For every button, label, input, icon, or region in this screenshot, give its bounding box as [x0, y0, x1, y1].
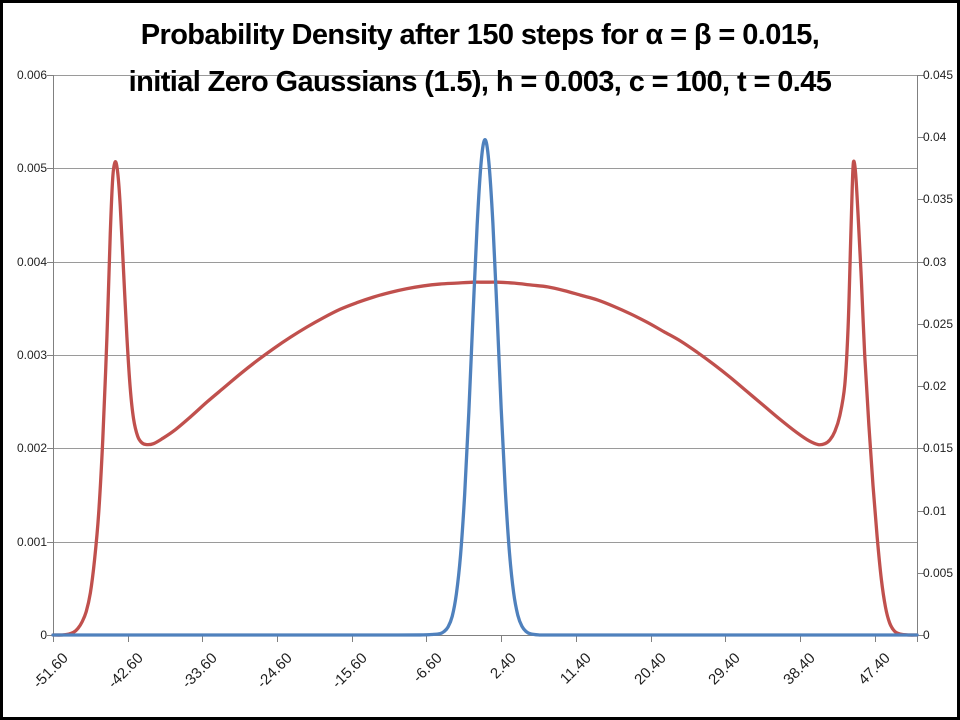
y-right-tick-label: 0.01 [923, 503, 947, 518]
series-curves [51, 138, 919, 637]
x-axis-tick [127, 635, 129, 642]
x-axis-line [53, 635, 917, 636]
x-axis-tick-label: -33.60 [179, 649, 222, 692]
x-axis-tick-label: 38.40 [780, 649, 819, 689]
y-left-tick-label: 0.006 [16, 68, 47, 82]
y-right-tick-label: 0.005 [923, 565, 954, 580]
chart-title-line1: Probability Density after 150 steps for … [140, 19, 820, 51]
y-right-tick-label: 0.045 [923, 68, 954, 82]
x-axis-tick [277, 635, 279, 642]
y-right-tick [917, 572, 924, 574]
gridline [53, 541, 917, 543]
gridline [53, 448, 917, 450]
gridline [53, 355, 917, 356]
x-axis-tick [799, 635, 801, 642]
x-axis-tick-label: -6.60 [409, 649, 446, 686]
x-axis-tick [874, 635, 876, 642]
x-axis-tick-label: -42.60 [104, 649, 147, 692]
gridline [53, 75, 917, 76]
y-left-tick [47, 448, 53, 450]
y-left-tick [47, 541, 53, 543]
y-right-tick [917, 261, 924, 263]
x-axis-tick [501, 635, 503, 642]
y-left-tick-label: 0.005 [16, 161, 47, 176]
y-right-tick [917, 137, 924, 139]
y-right-tick-label: 0 [923, 628, 930, 642]
y-left-tick [47, 168, 53, 170]
gridline [53, 261, 917, 263]
x-axis-tick-label: -24.60 [253, 649, 296, 692]
series-bimodal-density-red [51, 159, 919, 637]
y-left-tick [47, 635, 53, 636]
y-left-tick [47, 355, 53, 356]
x-axis-tick-label: 47.40 [854, 649, 894, 689]
y-right-tick [917, 635, 924, 636]
y-right-tick-label: 0.015 [923, 441, 954, 456]
y-right-tick-label: 0.02 [923, 379, 947, 394]
x-axis-tick [575, 635, 577, 642]
y-right-tick-label: 0.035 [923, 192, 954, 207]
y-left-tick-label: 0.003 [16, 348, 47, 362]
x-axis-tick-label: -15.60 [328, 649, 371, 692]
x-axis-tick-label: 29.40 [705, 649, 745, 689]
x-axis-tick-label: 2.40 [487, 649, 520, 683]
x-axis-tick [351, 635, 353, 642]
x-axis-tick-label: -51.60 [29, 649, 72, 692]
x-axis-tick [53, 635, 54, 642]
x-axis-tick [202, 635, 204, 642]
y-right-tick [917, 199, 924, 201]
y-right-tick [917, 448, 924, 450]
y-right-tick [917, 75, 924, 76]
y-left-tick-label: 0 [40, 628, 47, 642]
x-axis-tick [426, 635, 428, 642]
x-axis-tick-label: 20.40 [630, 649, 670, 689]
y-right-tick [917, 510, 924, 512]
y-left-tick [47, 75, 53, 76]
y-left-tick-label: 0.001 [16, 534, 47, 549]
series-narrow-gaussian-blue [51, 138, 919, 637]
y-left-tick [47, 261, 53, 263]
y-right-tick-label: 0.04 [923, 130, 947, 145]
y-left-tick-label: 0.004 [16, 254, 47, 269]
y-right-tick [917, 386, 924, 388]
x-axis-tick [650, 635, 652, 642]
x-axis-tick-label: 11.40 [556, 649, 595, 688]
y-left-tick-label: 0.002 [16, 441, 47, 456]
y-right-tick-label: 0.025 [923, 316, 954, 331]
y-axis-left-line [53, 75, 54, 642]
y-right-tick-label: 0.03 [923, 254, 947, 269]
y-axis-right-line [917, 75, 918, 642]
x-axis-tick [725, 635, 727, 642]
gridline [53, 168, 917, 170]
y-right-tick [917, 323, 924, 325]
